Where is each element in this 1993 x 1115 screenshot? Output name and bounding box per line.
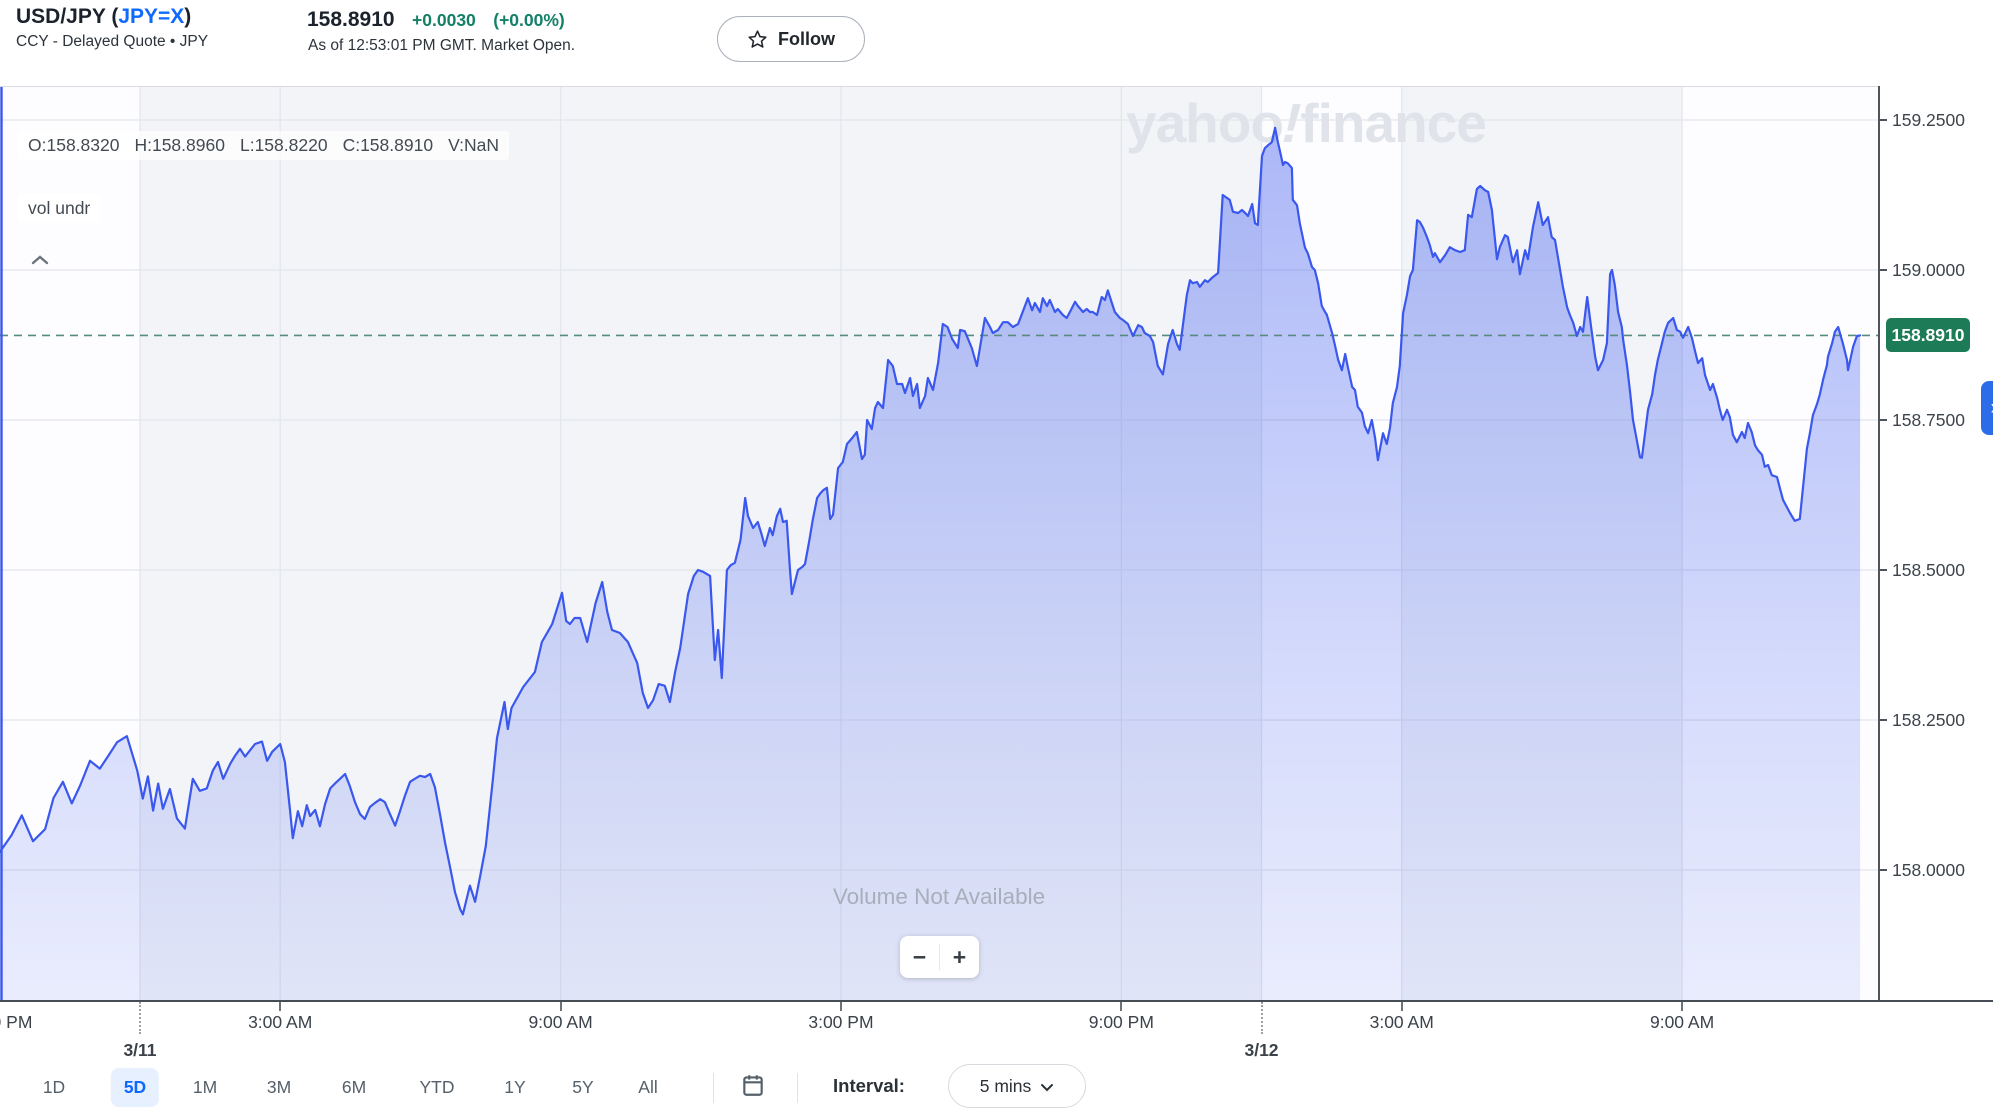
toolbar-divider (713, 1073, 714, 1103)
x-axis-label: 9:00 AM (1649, 1012, 1715, 1032)
chart-toolbar: 1D 5D 1M 3M 6M YTD 1Y 5Y All Interval: 5 mins (0, 1062, 1993, 1115)
interval-value: 5 mins (979, 1075, 1032, 1096)
follow-label: Follow (778, 28, 835, 49)
y-axis[interactable]: 159.2500 159.0000 158.7500 158.5000 158.2500… (1878, 86, 1993, 1000)
y-axis-tick (1880, 719, 1887, 721)
ohlc-legend: O:158.8320 H:158.8960 L:158.8220 C:158.8910… (18, 131, 509, 160)
ohlc-item: C:158.8910 (342, 135, 434, 155)
price-series (0, 87, 1878, 1000)
x-axis-label: 3:00 PM (808, 1012, 874, 1032)
ohlc-item: H:158.8960 (134, 135, 225, 155)
day-separator-tick (1260, 1002, 1263, 1034)
ohlc-item: O:158.8320 (28, 135, 120, 155)
x-axis-line (0, 1000, 1993, 1002)
chevron-down-icon (1040, 1076, 1054, 1097)
period-button-all[interactable]: All (638, 1077, 658, 1097)
x-axis-tick (279, 1002, 282, 1011)
x-axis-label: 9:00 AM (528, 1012, 593, 1032)
as-of-timestamp: As of 12:53:01 PM GMT. Market Open. (308, 37, 576, 54)
period-button-1y[interactable]: 1Y (504, 1077, 526, 1097)
period-button-6m[interactable]: 6M (341, 1077, 367, 1097)
period-button-1d[interactable]: 1D (42, 1077, 66, 1097)
ticker-link[interactable]: JPY=X (118, 5, 185, 28)
x-axis-date-label: 3/12 (1244, 1040, 1279, 1060)
x-axis-label: 9:00 PM (1088, 1012, 1154, 1032)
period-button-5y[interactable]: 5Y (572, 1077, 594, 1097)
zoom-out-button[interactable]: − (912, 943, 927, 970)
y-axis-label: 158.5000 (1892, 560, 1965, 580)
x-axis-tick (559, 1002, 562, 1011)
ohlc-item: L:158.8220 (239, 135, 328, 155)
period-button-5d[interactable]: 5D (110, 1068, 160, 1107)
plot-top-border (0, 86, 1993, 87)
interval-label: Interval: (833, 1075, 905, 1096)
interval-dropdown[interactable]: 5 mins (948, 1064, 1086, 1108)
yahoo-finance-watermark: yahoo!finance (1126, 92, 1487, 154)
period-button-1m[interactable]: 1M (192, 1077, 218, 1097)
chevron-right-icon: › (1991, 396, 1993, 420)
volume-not-available-message: Volume Not Available (832, 884, 1046, 909)
period-button-3m[interactable]: 3M (266, 1077, 292, 1097)
x-axis-label: 3:00 AM (1369, 1012, 1434, 1032)
price-row: 158.8910 +0.0030 (+0.00%) (307, 8, 565, 32)
ohlc-item: V:NaN (448, 135, 499, 155)
calendar-button[interactable] (740, 1072, 770, 1102)
y-axis-tick (1880, 569, 1887, 571)
y-axis-tick (1880, 419, 1887, 421)
pan-right-button[interactable]: › (1981, 381, 1993, 435)
zoom-in-button[interactable]: + (952, 943, 967, 970)
x-axis-date-label: 3/11 (123, 1040, 157, 1060)
x-axis-tick (839, 1002, 842, 1011)
zoom-control: − + (900, 936, 979, 978)
current-price-badge: 158.8910 (1886, 318, 1970, 353)
y-axis-label: 158.7500 (1892, 410, 1965, 430)
x-axis-tick (1400, 1002, 1403, 1011)
calendar-icon (740, 1075, 766, 1102)
period-button-ytd[interactable]: YTD (419, 1077, 455, 1097)
toolbar-divider (797, 1073, 798, 1103)
current-price: 158.8910 (307, 8, 395, 31)
indicator-chip-vol-undr[interactable]: vol undr (18, 194, 101, 223)
y-axis-label: 159.2500 (1892, 110, 1965, 130)
y-axis-tick (1880, 869, 1887, 871)
chevron-up-icon[interactable] (29, 253, 51, 267)
symbol-title: USD/JPY (JPY=X) (16, 5, 192, 28)
day-separator-tick (139, 1002, 141, 1034)
y-axis-label: 158.2500 (1892, 710, 1965, 730)
y-axis-tick (1880, 269, 1887, 271)
quote-subtitle: CCY - Delayed Quote • JPY (16, 33, 209, 50)
zoom-control-divider (939, 944, 940, 970)
y-axis-label: 159.0000 (1892, 260, 1965, 280)
y-axis-tick (1880, 119, 1887, 121)
price-chart-plot[interactable]: yahoo!finance O:158.8320 H:158.8960 L:158.… (0, 87, 1878, 1000)
y-axis-label: 158.0000 (1892, 860, 1965, 880)
x-axis[interactable]: 9:00 PM 3:00 AM 9:00 AM 3:00 PM 9:00 PM 3:00 … (0, 1002, 1993, 1062)
follow-button[interactable]: Follow (717, 16, 865, 62)
x-axis-tick (1681, 1002, 1684, 1011)
price-change-percent: (+0.00%) (493, 10, 565, 30)
x-axis-label: 9:00 PM (0, 1012, 33, 1032)
price-change: +0.0030 (412, 10, 476, 30)
star-icon (747, 29, 768, 50)
x-axis-tick (1120, 1002, 1123, 1011)
x-axis-label: 3:00 AM (248, 1012, 313, 1032)
